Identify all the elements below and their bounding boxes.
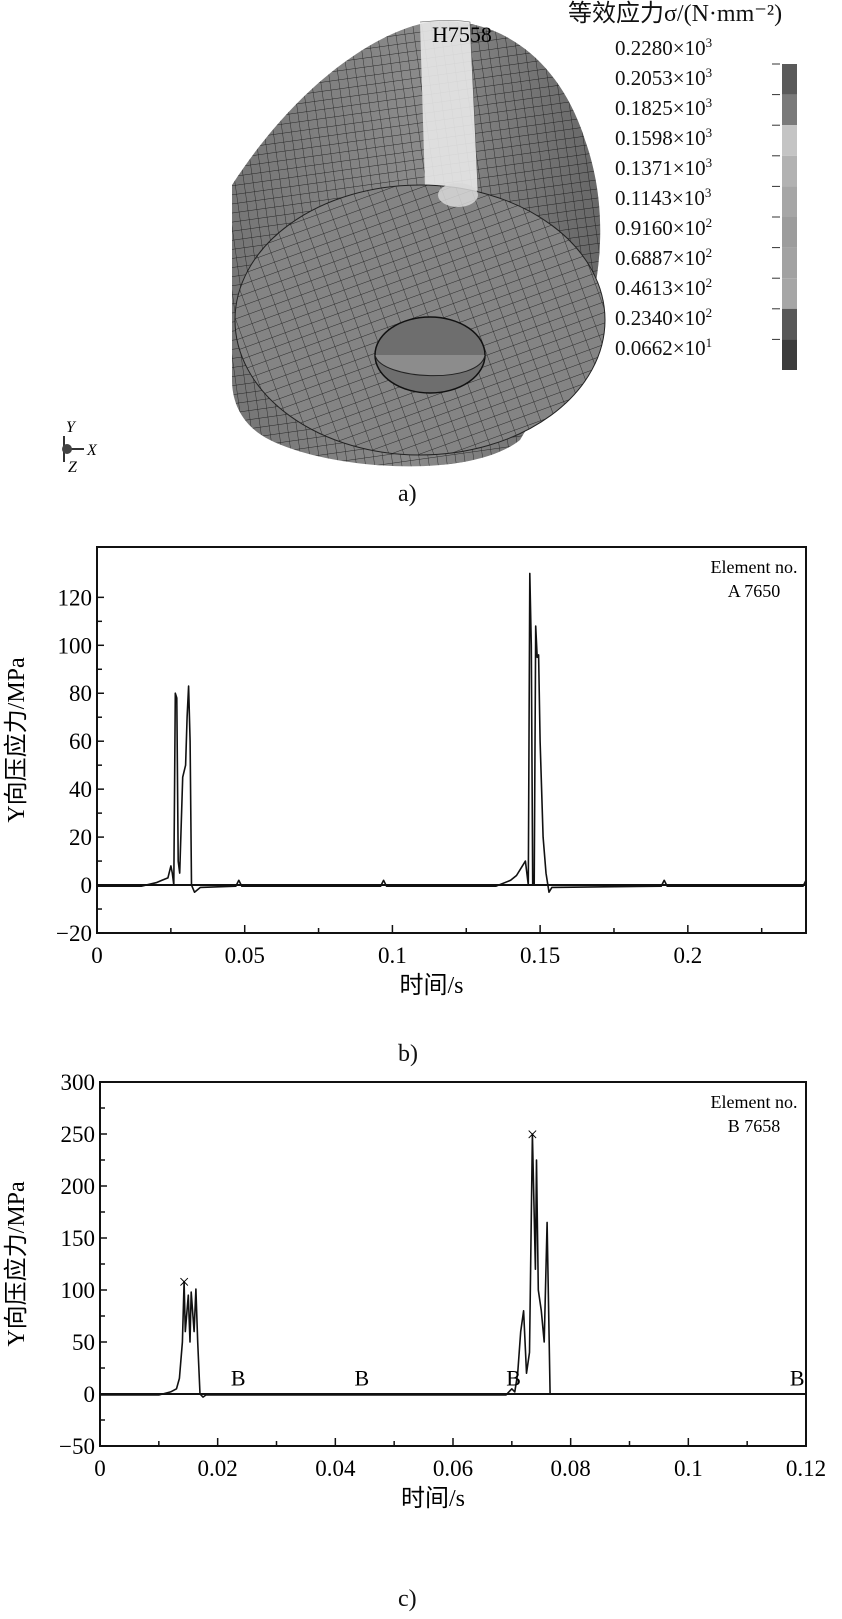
y-tick-label: 60 [69, 729, 92, 754]
colorbar-segment [782, 186, 797, 217]
colorbar-segment [782, 217, 797, 248]
peak-marker: × [527, 1124, 538, 1146]
series-line [97, 572, 807, 893]
colorbar-segment [782, 308, 797, 340]
legend-label: 0.1143×103 [615, 185, 712, 210]
x-tick-label: 0.05 [225, 943, 265, 968]
legend-label: 0.4613×102 [615, 275, 713, 300]
x-axis-label: 时间/s [401, 1485, 465, 1512]
legend-label: 0.0662×101 [615, 335, 713, 360]
colorbar-segment [782, 339, 797, 370]
svg-text:Y: Y [66, 419, 77, 436]
legend-label: 0.2053×103 [615, 65, 713, 90]
node-label-h7558: H7558 [432, 22, 492, 47]
plot-frame [99, 1081, 807, 1447]
legend-label: 0.9160×102 [615, 215, 713, 240]
legend-label: 0.2280×103 [615, 35, 713, 60]
caption-a: a) [398, 481, 417, 507]
colorbar-segment [782, 64, 797, 95]
fea-stress-model: H7558 Y X Z [62, 20, 797, 476]
coordinate-triad-icon: Y X Z [62, 419, 98, 476]
y-tick-label: 120 [58, 585, 93, 610]
svg-text:X: X [86, 442, 98, 459]
x-tick-label: 0.15 [520, 943, 560, 968]
y-tick-label: 80 [69, 681, 92, 706]
y-tick-label: 100 [58, 633, 93, 658]
legend-label: 0.1598×103 [615, 125, 713, 150]
y-tick-label: 50 [72, 1330, 95, 1355]
x-tick-label: 0.04 [315, 1456, 356, 1481]
x-tick-label: 0 [91, 943, 103, 968]
point-label-b: B [790, 1366, 805, 1391]
legend-colorbar [772, 63, 797, 370]
element-annotation: A 7650 [728, 581, 781, 601]
y-axis-label: Y向压应力/MPa [3, 1181, 30, 1347]
colorbar-segment [782, 94, 797, 126]
x-tick-label: 0.1 [674, 1456, 703, 1481]
colorbar-segment [782, 125, 797, 156]
cylinder-body [232, 20, 606, 467]
y-tick-label: −20 [56, 921, 92, 946]
peak-marker: × [178, 1272, 189, 1294]
y-tick-label: 0 [81, 873, 93, 898]
point-label-b: B [231, 1366, 246, 1391]
point-label-b: B [354, 1366, 369, 1391]
caption-c: c) [398, 1586, 417, 1612]
legend-title: 等效应力σ/(N·mm⁻²) [568, 1, 783, 27]
y-tick-label: 150 [61, 1226, 96, 1251]
element-annotation: Element no. [711, 557, 798, 577]
x-tick-label: 0 [94, 1456, 106, 1481]
colorbar-segment [782, 155, 797, 187]
high-stress-stripe [420, 20, 478, 198]
y-tick-label: 40 [69, 777, 92, 802]
plot-frame [96, 546, 807, 934]
colorbar-segment [782, 278, 797, 309]
x-tick-label: 0.08 [551, 1456, 591, 1481]
y-tick-label: 0 [84, 1382, 96, 1407]
x-axis-label: 时间/s [399, 972, 463, 999]
element-annotation: Element no. [711, 1092, 798, 1112]
legend-label: 0.6887×102 [615, 245, 713, 270]
element-annotation: B 7658 [728, 1116, 781, 1136]
x-tick-label: 0.2 [673, 943, 702, 968]
y-tick-label: 100 [61, 1278, 96, 1303]
x-tick-label: 0.02 [198, 1456, 238, 1481]
y-tick-label: −50 [59, 1434, 95, 1459]
series-line [100, 1133, 806, 1398]
y-tick-label: 250 [61, 1122, 96, 1147]
legend-label: 0.1825×103 [615, 95, 713, 120]
x-tick-label: 0.12 [786, 1456, 826, 1481]
colorbar-segment [782, 247, 797, 279]
x-tick-label: 0.1 [378, 943, 407, 968]
y-tick-label: 20 [69, 825, 92, 850]
y-tick-label: 200 [61, 1174, 96, 1199]
x-tick-label: 0.06 [433, 1456, 473, 1481]
y-tick-label: 300 [61, 1070, 96, 1095]
legend-label: 0.2340×102 [615, 305, 713, 330]
point-label-b: B [506, 1366, 521, 1391]
y-axis-label: Y向压应力/MPa [3, 657, 30, 823]
caption-b: b) [398, 1041, 418, 1067]
svg-text:Z: Z [68, 459, 78, 476]
legend-label: 0.1371×103 [615, 155, 713, 180]
